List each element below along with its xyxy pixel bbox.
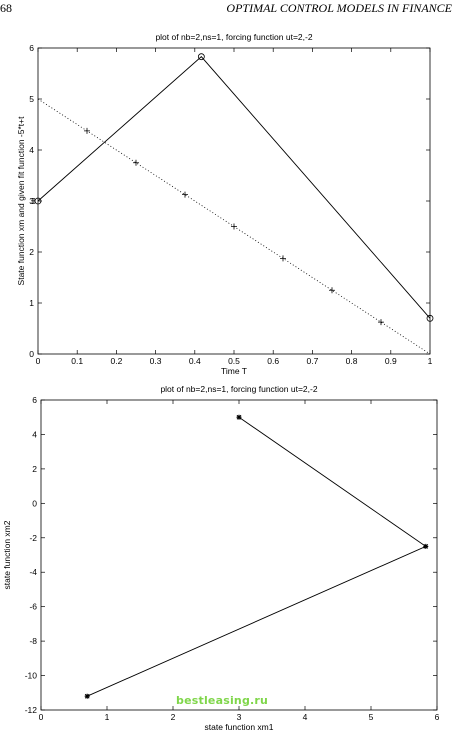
chart1-y-tick-label: 3: [29, 196, 34, 206]
chart2-series-1-point: [84, 693, 90, 699]
chart1-y-tick-label: 2: [29, 247, 34, 257]
chart2-plot-frame: [40, 399, 438, 711]
chart2-series-1-line: [87, 416, 427, 697]
chart1-series-3-point: [84, 127, 90, 134]
chart2-x-tick-label: 1: [105, 712, 110, 722]
chart2-y-tick-label: 4: [32, 429, 37, 439]
chart1-y-tick-label: 5: [29, 94, 34, 104]
chart1-y-tick-label: 0: [29, 349, 34, 359]
chart1-series-1-point: [34, 197, 42, 205]
chart1-x-tick-label: 0: [36, 356, 41, 366]
chart1-series-3-point: [231, 223, 237, 230]
chart1-series-3-point: [329, 287, 335, 294]
chart2-y-tick-label: -8: [29, 636, 37, 646]
running-head: OPTIMAL CONTROL MODELS IN FINANCE: [226, 1, 452, 15]
chart1-x-tick-label: 0.8: [346, 356, 358, 366]
chart2-x-tick-label: 5: [369, 712, 374, 722]
page-header: 68 OPTIMAL CONTROL MODELS IN FINANCE: [0, 0, 454, 18]
chart1-y-tick-label: 1: [29, 298, 34, 308]
chart2-x-tick-label: 0: [39, 712, 44, 722]
chart1-series-3-point: [378, 319, 384, 326]
chart2-y-tick-label: 2: [32, 464, 37, 474]
chart2-y-tick-label: -10: [25, 671, 38, 681]
figure-phase-plot: plot of nb=2,ns=1, forcing function ut=2…: [2, 384, 440, 732]
chart1-x-tick-label: 0.6: [267, 356, 279, 366]
chart1-x-tick-label: 1: [428, 356, 433, 366]
chart2-x-tick-label: 3: [237, 712, 242, 722]
chart1-x-tick-label: 0.2: [110, 356, 122, 366]
watermark: bestleasing.ru: [176, 694, 269, 707]
chart1-y-axis-label: State function xm and given fit function…: [16, 116, 26, 286]
page-number: 68: [0, 1, 12, 15]
chart1-y-tick-label: 4: [29, 145, 34, 155]
chart2-x-tick-label: 2: [171, 712, 176, 722]
chart1-series-3-point: [280, 255, 286, 262]
chart2-y-tick-label: 6: [32, 395, 37, 405]
chart1-series-1-line: [37, 56, 431, 319]
chart1-x-axis-label: Time T: [221, 366, 247, 376]
chart1-x-tick-label: 0.5: [228, 356, 240, 366]
chart1-series-3-point: [133, 159, 139, 166]
chart2-series-1-point: [236, 414, 242, 420]
chart2-y-tick-label: -6: [29, 602, 37, 612]
chart2-y-axis-label: state function xm2: [2, 520, 12, 589]
chart1-x-tick-label: 0.1: [71, 356, 83, 366]
chart2-title: plot of nb=2,ns=1, forcing function ut=2…: [160, 384, 317, 394]
figure-time-plot: plot of nb=2,ns=1, forcing function ut=2…: [16, 32, 434, 376]
chart1-x-tick-label: 0.7: [306, 356, 318, 366]
chart2-y-tick-label: -12: [25, 705, 38, 715]
chart1-series-1-point: [426, 314, 434, 322]
chart2-y-tick-label: 0: [32, 498, 37, 508]
chart2-y-tick-label: -4: [29, 567, 37, 577]
chart1-series-3-point: [182, 191, 188, 198]
chart2-x-tick-label: 6: [435, 712, 440, 722]
chart1-x-tick-label: 0.3: [150, 356, 162, 366]
chart2-series-1-point: [423, 543, 429, 549]
chart2-y-tick-label: -2: [29, 533, 37, 543]
chart1-y-tick-label: 6: [29, 43, 34, 53]
chart2-x-tick-label: 4: [303, 712, 308, 722]
chart1-title: plot of nb=2,ns=1, forcing function ut=2…: [155, 32, 312, 42]
chart1-annotation: 3: [31, 196, 36, 206]
chart1-x-tick-label: 0.4: [189, 356, 201, 366]
chart1-x-tick-label: 0.9: [385, 356, 397, 366]
chart1-series-1-point: [197, 53, 205, 61]
chart2-x-axis-label: state function xm1: [205, 722, 274, 732]
